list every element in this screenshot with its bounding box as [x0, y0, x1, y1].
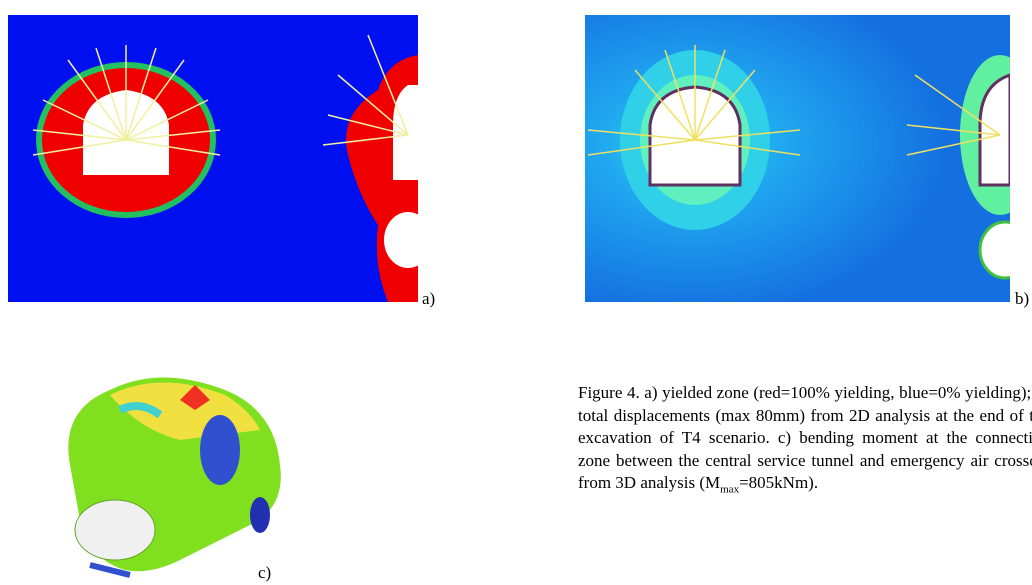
caption-text: =805kNm). [739, 473, 818, 492]
panel-label: c) [258, 563, 271, 583]
bending-moment-image [60, 370, 295, 580]
displacement-image [585, 15, 1010, 302]
page: a) b) c) Figure 4. a) yielded zone (red=… [0, 0, 1032, 585]
figure-caption: Figure 4. a) yielded zone (red=100% yiel… [578, 382, 1032, 501]
caption-subscript: max [720, 483, 739, 495]
yielded-zone-image [8, 15, 418, 302]
caption-box: Figure 4. a) yielded zone (red=100% yiel… [578, 382, 1032, 552]
panel-label: a) [422, 289, 435, 309]
panel-label: b) [1015, 289, 1029, 309]
